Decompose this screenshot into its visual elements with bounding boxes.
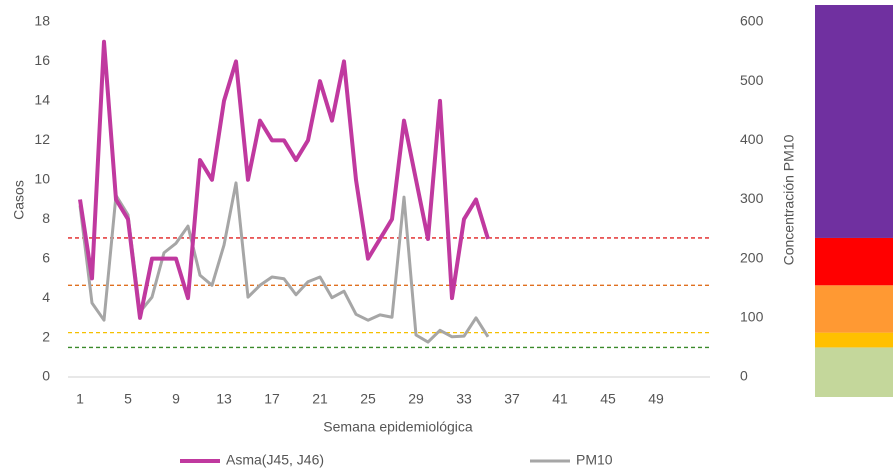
y-axis-title: Casos [11, 180, 27, 220]
y-tick-label: 14 [34, 92, 50, 108]
series-line [78, 181, 490, 344]
y-tick-label: 2 [42, 328, 50, 344]
level-band [815, 5, 893, 238]
x-tick-label: 33 [456, 391, 472, 407]
series-line [78, 39, 490, 320]
y2-tick-label: 500 [740, 72, 764, 88]
x-tick-label: 5 [124, 391, 132, 407]
y-tick-label: 6 [42, 249, 50, 265]
y2-tick-label: 100 [740, 309, 764, 325]
y2-tick-label: 400 [740, 131, 764, 147]
y-tick-label: 16 [34, 52, 50, 68]
x-tick-label: 13 [216, 391, 232, 407]
y-tick-label: 0 [42, 368, 50, 384]
y2-tick-label: 200 [740, 249, 764, 265]
y-tick-label: 10 [34, 170, 50, 186]
y-tick-label: 8 [42, 210, 50, 226]
x-tick-label: 1 [76, 391, 84, 407]
x-tick-label: 49 [648, 391, 664, 407]
y2-tick-label: 0 [740, 368, 748, 384]
level-band [815, 285, 893, 333]
y2-tick-label: 600 [740, 13, 764, 29]
x-tick-label: 21 [312, 391, 328, 407]
x-tick-label: 29 [408, 391, 424, 407]
x-tick-label: 9 [172, 391, 180, 407]
y-tick-label: 4 [42, 289, 50, 305]
legend-label: Asma(J45, J46) [226, 452, 324, 468]
y-tick-label: 12 [34, 131, 50, 147]
x-tick-label: 25 [360, 391, 376, 407]
level-band [815, 332, 893, 348]
y-tick-label: 18 [34, 13, 50, 29]
level-band [815, 347, 893, 397]
y2-axis-title: Concentración PM10 [781, 134, 797, 265]
x-tick-label: 17 [264, 391, 280, 407]
level-band [815, 237, 893, 286]
x-tick-label: 41 [552, 391, 568, 407]
x-axis-title: Semana epidemiológica [323, 419, 473, 435]
legend-label: PM10 [576, 452, 613, 468]
y2-tick-label: 300 [740, 190, 764, 206]
x-tick-label: 37 [504, 391, 520, 407]
x-tick-label: 45 [600, 391, 616, 407]
